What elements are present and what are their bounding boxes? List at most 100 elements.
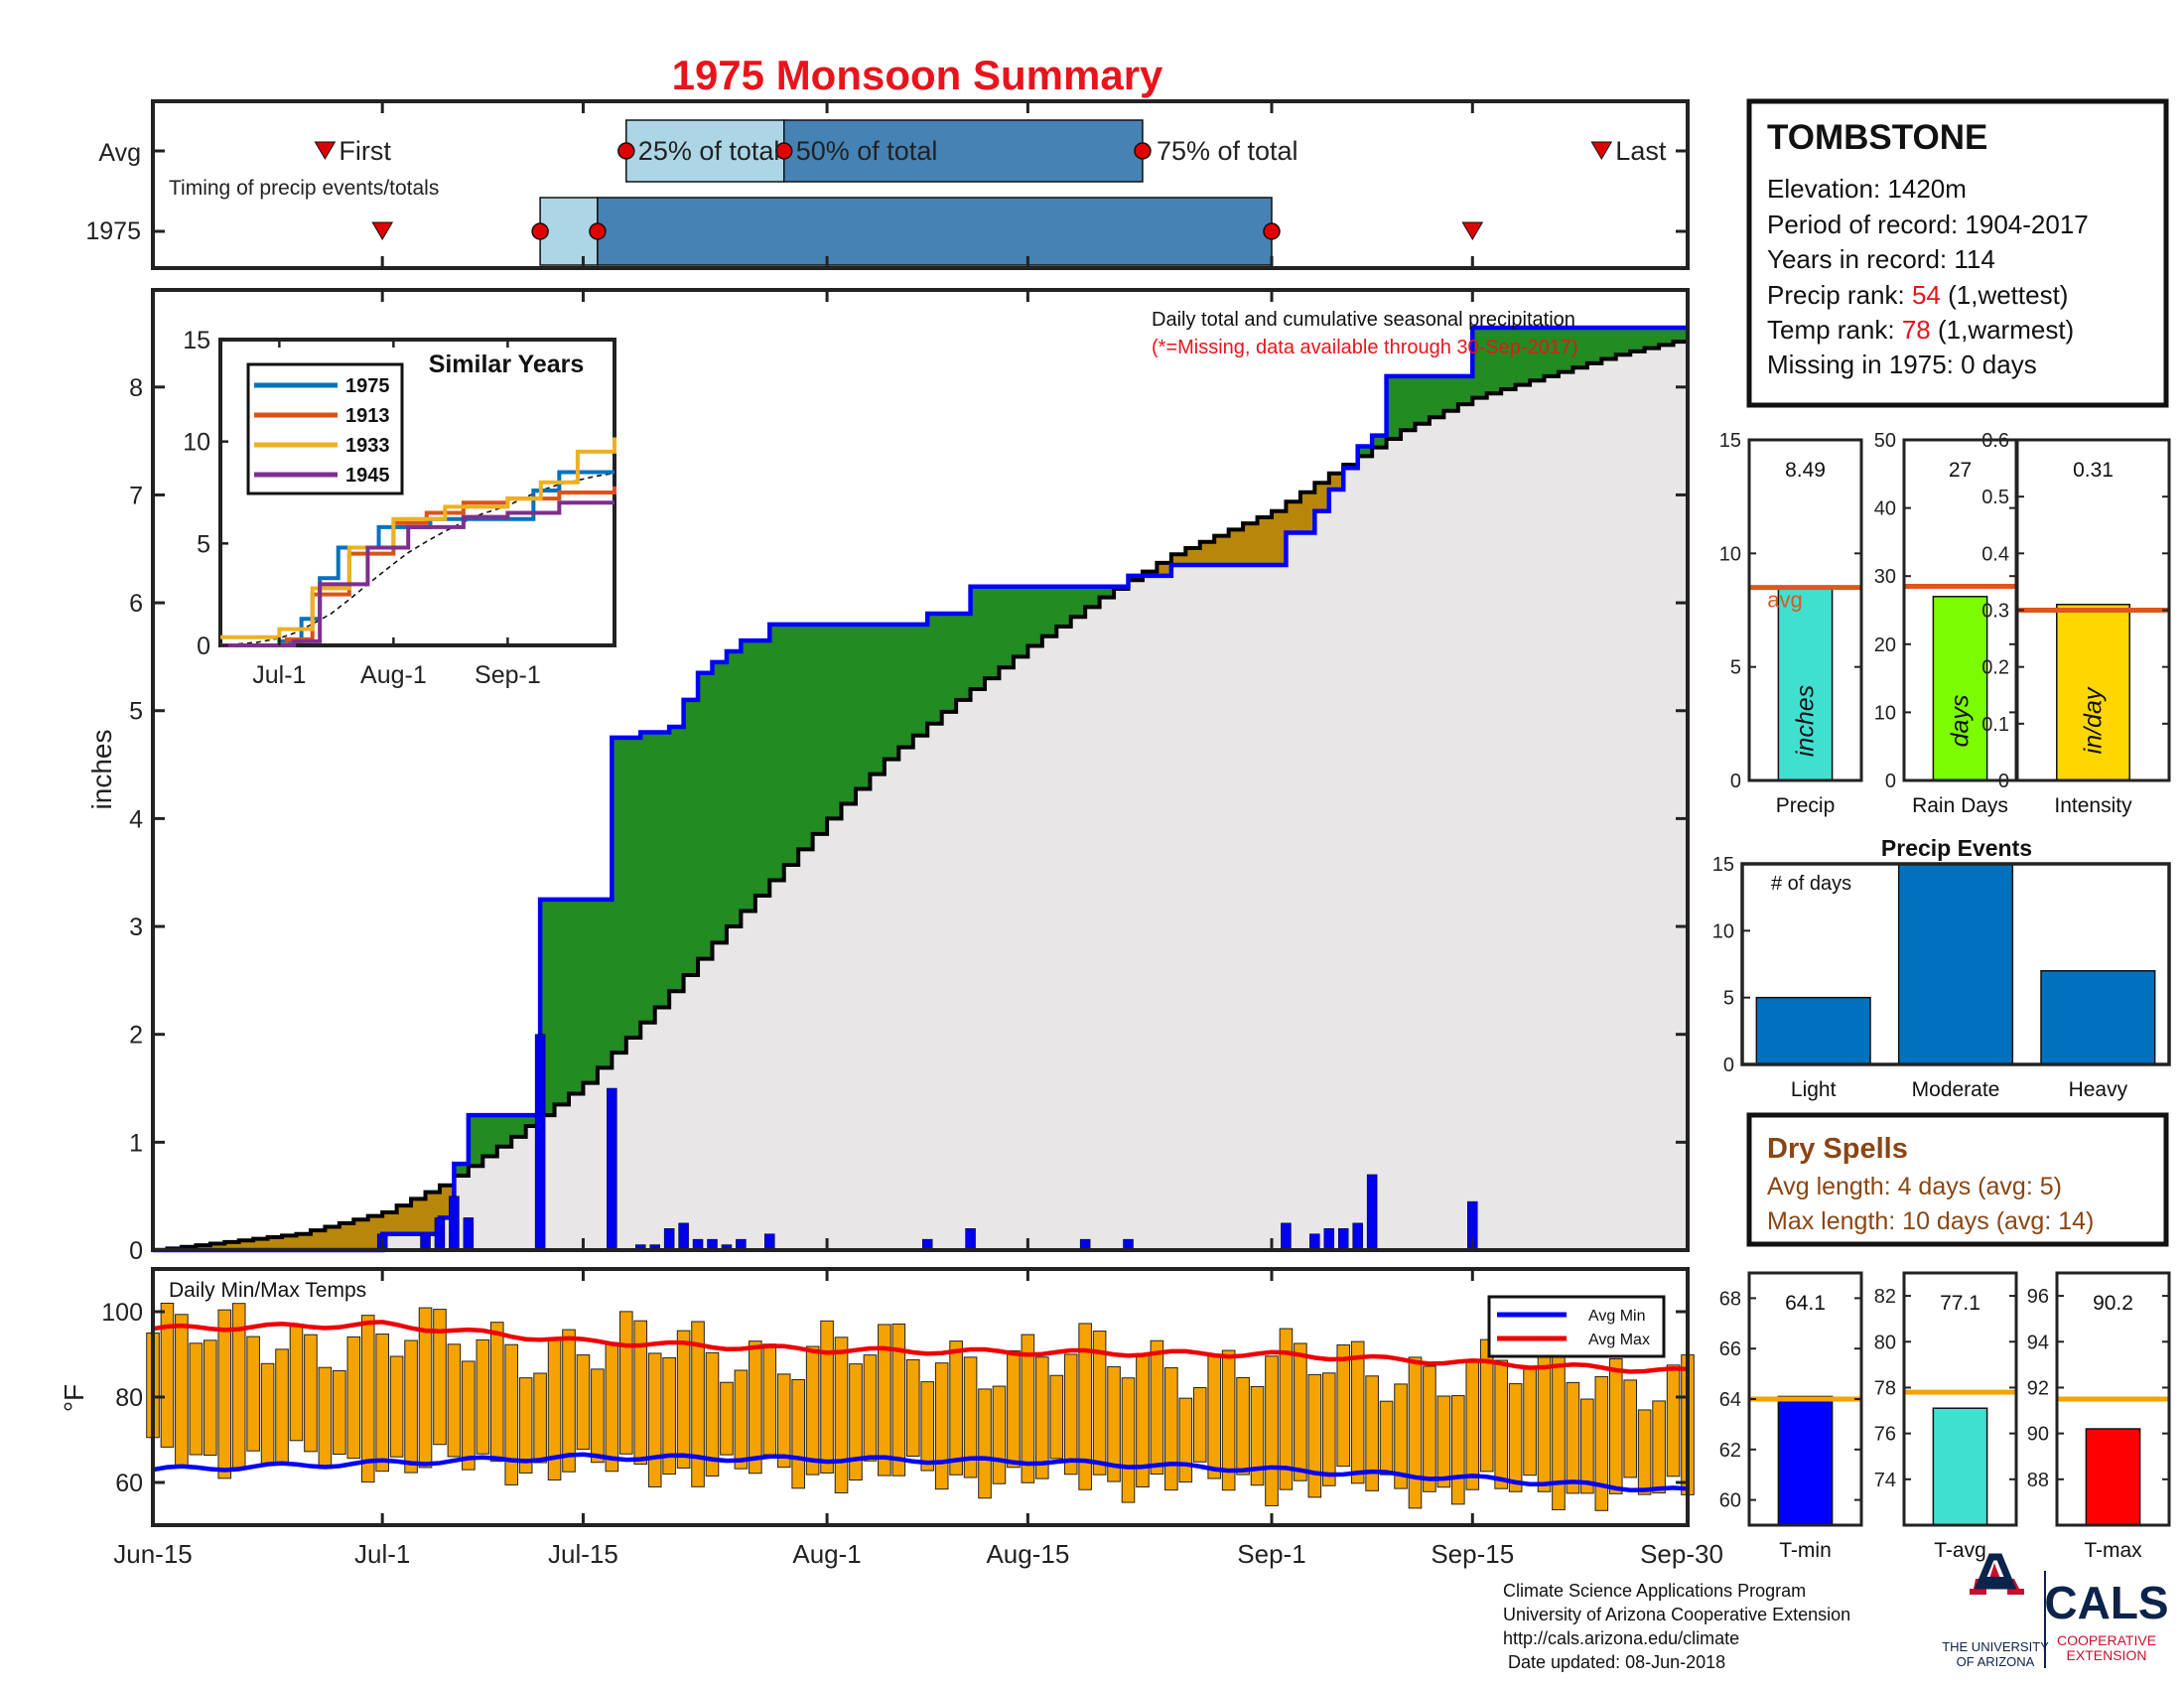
- surplus-fill: [1415, 375, 1431, 424]
- surplus-fill: [1056, 586, 1072, 627]
- daily-precip-bar: [463, 1217, 475, 1251]
- raindays-bar-panel-tick-label: 0: [1885, 771, 1896, 792]
- daily-temp-bar: [433, 1309, 447, 1446]
- surplus-fill: [941, 613, 957, 712]
- daily-temp-bar: [1379, 1400, 1394, 1476]
- daily-temp-bar: [1164, 1367, 1178, 1491]
- deficit-fill: [396, 1205, 412, 1234]
- x-tick-label: Sep-15: [1431, 1539, 1514, 1569]
- surplus-fill: [1530, 328, 1546, 381]
- surplus-fill: [1386, 375, 1402, 439]
- intensity-bar-panel-value-label: 0.31: [2073, 459, 2114, 482]
- surplus-fill: [927, 613, 943, 724]
- daily-precip-bar: [764, 1233, 775, 1251]
- surplus-fill: [1630, 328, 1646, 352]
- temp-ylabel: °F: [59, 1384, 89, 1412]
- y-tick-label: 8: [129, 374, 143, 402]
- coop-line-2: EXTENSION: [2067, 1647, 2147, 1663]
- surplus-fill: [640, 732, 656, 1023]
- raindays-bar-panel: 0 10 20 30 40 50 27 days Rain Days: [1874, 430, 2018, 817]
- daily-temp-bar: [1523, 1368, 1537, 1477]
- y-tick-label: 7: [129, 482, 143, 509]
- daily-temp-bar: [504, 1343, 519, 1485]
- ua-line-2: OF ARIZONA: [1957, 1654, 2035, 1669]
- station-name: TOMBSTONE: [1767, 118, 1987, 157]
- tmax-bar-panel-axis-label: T-max: [2084, 1539, 2142, 1562]
- coop-line-1: COOPERATIVE: [2057, 1632, 2156, 1648]
- precip-bar-panel-unit-label: inches: [1792, 685, 1820, 757]
- legend-label-1975: 1975: [345, 375, 390, 397]
- daily-temp-bar: [1063, 1353, 1078, 1476]
- daily-temp-bar: [805, 1345, 820, 1476]
- station-line-years: Years in record: 114: [1767, 244, 1995, 274]
- timing-caption: Timing of precip events/totals: [169, 177, 439, 200]
- tavg-bar-panel-tick-label: 82: [1874, 1286, 1896, 1308]
- inset-series-1933: [220, 437, 616, 639]
- daily-temp-bar: [346, 1336, 361, 1460]
- figure-title: 1975 Monsoon Summary: [672, 52, 1163, 98]
- surplus-fill: [669, 727, 685, 992]
- events-y-tick-label: 15: [1712, 854, 1734, 876]
- raindays-bar-panel-value-label: 27: [1949, 459, 1972, 482]
- tmin-bar-panel-axis-label: T-min: [1779, 1539, 1832, 1562]
- surplus-fill: [1644, 328, 1660, 349]
- avg-cumulative-area: [153, 342, 1688, 1250]
- deficit-fill: [296, 1233, 312, 1250]
- daily-temp-bar: [1580, 1398, 1594, 1494]
- x-tick-label: Aug-1: [792, 1539, 861, 1569]
- surplus-fill: [956, 613, 972, 700]
- events-plot-area: Light Moderate Heavy 0 5 10 15: [1712, 854, 2156, 1101]
- main-precip-chart: 0 1 2 3 4 5 6 7 8 inches Daily total and cumulat…: [86, 288, 1690, 1265]
- raindays-bar-panel-unit-label: days: [1947, 695, 1975, 748]
- daily-temp-bar: [1494, 1359, 1508, 1489]
- tmin-bar-panel: 60 62 64 66 68 64.1 T-min: [1719, 1271, 1863, 1562]
- surplus-fill: [1515, 328, 1531, 385]
- dry-spells-box: Dry Spells Avg length: 4 days (avg: 5) M…: [1746, 1112, 2169, 1247]
- footer-line-4: Date updated: 08-Jun-2018: [1503, 1652, 1725, 1672]
- event-bar-heavy: [2040, 969, 2156, 1065]
- timing-row-label-1975: 1975: [85, 217, 141, 245]
- daily-temp-bar: [1637, 1409, 1652, 1495]
- surplus-fill: [1457, 375, 1473, 405]
- daily-temp-bar: [217, 1309, 232, 1479]
- surplus-fill: [884, 624, 899, 760]
- daily-temp-bar: [1465, 1359, 1480, 1490]
- daily-temp-bar: [1121, 1377, 1136, 1503]
- intensity-bar-panel-axis-label: Intensity: [2054, 794, 2132, 817]
- y1975-p75-marker: [1263, 222, 1281, 240]
- precip-bar-panel-tick-label: 0: [1730, 771, 1741, 792]
- surplus-fill: [1659, 328, 1675, 346]
- pct-50-label: 50% of total: [796, 136, 938, 166]
- deficit-fill: [1271, 510, 1288, 566]
- legend-avg-min: Avg Min: [1588, 1308, 1646, 1325]
- surplus-fill: [454, 1164, 470, 1177]
- daily-temp-bar: [1479, 1338, 1494, 1473]
- daily-precip-bar: [534, 1034, 546, 1251]
- surplus-fill: [783, 624, 799, 865]
- tavg-bar-panel-frame: [1902, 1271, 2018, 1527]
- precip-bar-panel-value-label: 8.49: [1785, 459, 1826, 482]
- events-note: # of days: [1771, 873, 1851, 895]
- daily-temp-bar: [1451, 1395, 1465, 1505]
- daily-temp-bar: [260, 1362, 275, 1466]
- surplus-fill: [1443, 375, 1459, 411]
- daily-temp-bar: [963, 1356, 978, 1478]
- daily-precip-bar: [449, 1196, 460, 1251]
- legend-label-1913: 1913: [345, 405, 390, 427]
- deficit-fill: [1185, 547, 1201, 566]
- surplus-fill: [625, 737, 641, 1038]
- daily-temp-bar: [891, 1323, 906, 1477]
- daily-temp-bar: [905, 1358, 920, 1458]
- inset-y-tick-label: 0: [197, 633, 210, 660]
- surplus-fill: [898, 624, 914, 748]
- daily-temp-bar: [1652, 1400, 1666, 1494]
- daily-precip-bar: [965, 1228, 976, 1251]
- cals-logo-text: CALS: [2044, 1577, 2168, 1628]
- daily-temp-bar: [1336, 1344, 1351, 1468]
- inset-legend: 1975 1913 1933 1945: [246, 362, 404, 495]
- daily-temp-bar: [1423, 1365, 1436, 1492]
- footer-line-1: Climate Science Applications Program: [1503, 1581, 1806, 1601]
- tavg-bar-panel-value-label: 77.1: [1940, 1292, 1980, 1315]
- daily-temp-bar: [1035, 1356, 1049, 1479]
